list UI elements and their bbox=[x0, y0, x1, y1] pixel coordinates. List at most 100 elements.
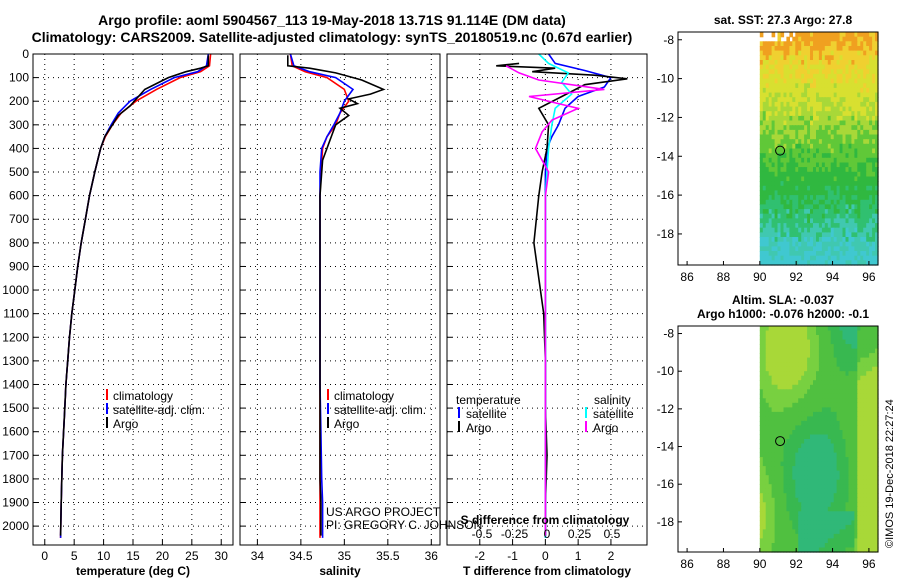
map-cell bbox=[875, 479, 879, 485]
map-cell bbox=[762, 167, 767, 173]
map-cell bbox=[821, 106, 826, 112]
map-cell bbox=[813, 246, 817, 252]
map-cell bbox=[875, 443, 879, 449]
map-cell bbox=[848, 255, 853, 261]
map-cell bbox=[792, 185, 796, 192]
map-cell bbox=[816, 439, 820, 445]
map-cell bbox=[765, 511, 770, 517]
map-cell bbox=[810, 420, 814, 426]
map-cell bbox=[777, 524, 782, 530]
map-cell bbox=[783, 393, 788, 399]
map-cell bbox=[801, 185, 805, 192]
map-cell bbox=[818, 204, 823, 210]
map-cell bbox=[875, 246, 879, 252]
map-cell bbox=[845, 538, 850, 544]
map-cell bbox=[774, 157, 779, 164]
map-cell bbox=[860, 511, 864, 517]
map-cell bbox=[836, 515, 841, 521]
map-cell bbox=[866, 466, 870, 472]
map-cell bbox=[789, 134, 793, 140]
map-cell bbox=[869, 366, 873, 372]
map-cell bbox=[804, 167, 808, 173]
map-cell bbox=[780, 448, 785, 454]
map-cell bbox=[866, 73, 870, 80]
map-cell bbox=[771, 162, 776, 168]
map-cell bbox=[780, 60, 785, 66]
map-cell bbox=[786, 475, 790, 481]
map-cell bbox=[836, 420, 841, 426]
map-cell bbox=[810, 120, 814, 126]
map-cell bbox=[804, 533, 808, 539]
map-cell bbox=[872, 167, 876, 173]
map-cell bbox=[842, 452, 847, 458]
map-cell bbox=[821, 60, 826, 66]
map-cell bbox=[765, 434, 770, 440]
map-cell bbox=[857, 106, 861, 112]
map-cell bbox=[842, 209, 847, 215]
map-cell bbox=[804, 120, 808, 126]
map-cell bbox=[762, 461, 767, 467]
map-cell bbox=[792, 411, 796, 417]
map-cell bbox=[765, 371, 770, 377]
map-cell bbox=[759, 260, 764, 266]
map-cell bbox=[759, 470, 764, 476]
map-cell bbox=[863, 402, 867, 408]
map-cell bbox=[816, 87, 820, 94]
map-cell bbox=[848, 218, 853, 224]
map-cell bbox=[872, 185, 876, 192]
map-cell bbox=[845, 241, 850, 247]
map-cell bbox=[827, 120, 832, 126]
map-cell bbox=[771, 157, 776, 164]
map-cell bbox=[857, 511, 861, 517]
map-cell bbox=[860, 176, 864, 182]
map-cell bbox=[872, 232, 876, 238]
map-cell bbox=[777, 32, 782, 38]
map-cell bbox=[789, 353, 793, 359]
map-cell bbox=[765, 125, 770, 131]
map-cell bbox=[777, 260, 782, 266]
map-cell bbox=[816, 143, 820, 150]
map-cell bbox=[774, 339, 779, 345]
map-cell bbox=[801, 255, 805, 261]
map-cell bbox=[827, 466, 832, 472]
map-cell bbox=[810, 227, 814, 233]
plot-frame bbox=[32, 53, 234, 546]
map-cell bbox=[872, 543, 876, 549]
map-cell bbox=[768, 218, 773, 224]
map-cell bbox=[872, 348, 876, 354]
map-cell bbox=[821, 195, 826, 201]
map-cell bbox=[798, 190, 802, 196]
map-cell bbox=[839, 384, 844, 390]
map-cell bbox=[848, 493, 853, 499]
map-cell bbox=[860, 380, 864, 386]
map-cell bbox=[816, 32, 820, 38]
map-cell bbox=[842, 227, 847, 233]
map-cell bbox=[857, 479, 861, 485]
map-cell bbox=[833, 520, 838, 526]
map-cell bbox=[795, 176, 799, 182]
map-cell bbox=[836, 115, 841, 122]
map-cell bbox=[777, 448, 782, 454]
map-cell bbox=[839, 515, 844, 521]
map-cell bbox=[848, 384, 853, 390]
map-cell bbox=[863, 348, 867, 354]
map-cell bbox=[845, 148, 850, 154]
map-cell bbox=[872, 479, 876, 485]
map-cell bbox=[818, 533, 823, 539]
map-cell bbox=[816, 139, 820, 145]
map-cell bbox=[839, 434, 844, 440]
map-cell bbox=[798, 524, 802, 530]
map-cell bbox=[807, 502, 811, 508]
map-cell bbox=[851, 533, 855, 539]
map-cell bbox=[872, 407, 876, 413]
map-cell bbox=[762, 353, 767, 359]
map-cell bbox=[830, 162, 835, 168]
map-cell bbox=[857, 398, 861, 404]
tick-label-y: 1900 bbox=[2, 496, 29, 510]
map-cell bbox=[821, 50, 826, 56]
map-cell bbox=[824, 162, 829, 168]
map-cell bbox=[807, 209, 811, 215]
map-cell bbox=[875, 448, 879, 454]
map-cell bbox=[798, 176, 802, 182]
map-cell bbox=[807, 488, 811, 494]
